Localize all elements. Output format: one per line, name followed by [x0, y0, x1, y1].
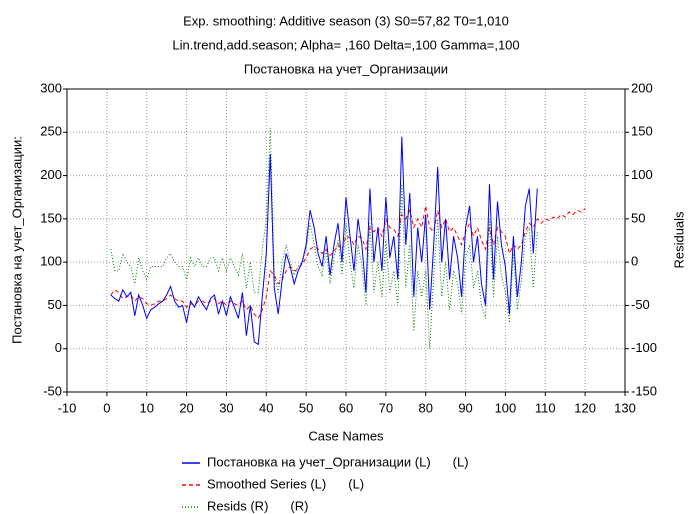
series-line — [110, 136, 538, 346]
x-tick-label: -10 — [58, 400, 77, 415]
chart-subtitle: Lin.trend,add.season; Alpha= ,160 Delta=… — [172, 37, 519, 52]
x-tick-label: 50 — [299, 400, 313, 415]
legend-suffix: (L) — [453, 454, 469, 469]
y-tick-label: 250 — [40, 124, 62, 139]
y2-tick-label: 150 — [631, 124, 653, 139]
x-tick-label: 80 — [418, 400, 432, 415]
x-tick-label: 30 — [219, 400, 233, 415]
y2-tick-label: -100 — [631, 340, 657, 355]
y2-tick-label: -50 — [631, 297, 650, 312]
x-tick-label: 100 — [495, 400, 517, 415]
x-axis-label: Case Names — [308, 428, 384, 443]
legend-suffix: (R) — [290, 498, 308, 513]
y-tick-label: -50 — [43, 383, 62, 398]
y-tick-label: 300 — [40, 80, 62, 95]
x-tick-label: 110 — [535, 400, 556, 415]
chart-subtitle: Постановка на учет_Организации — [244, 61, 448, 76]
x-tick-label: 0 — [103, 400, 110, 415]
legend-label: Smoothed Series (L) — [207, 476, 326, 491]
y2-axis-label: Residuals — [671, 211, 686, 269]
y-tick-label: 200 — [40, 167, 62, 182]
y2-tick-label: 0 — [631, 254, 638, 269]
y2-tick-label: 200 — [631, 80, 653, 95]
legend-suffix: (L) — [348, 476, 364, 491]
series-line — [110, 127, 538, 349]
x-tick-label: 120 — [574, 400, 596, 415]
y2-tick-label: -150 — [631, 383, 657, 398]
series-line — [110, 205, 586, 320]
y2-tick-label: 50 — [631, 210, 645, 225]
y-axis-label: Постановка на учет_Организации: — [9, 136, 24, 344]
x-tick-label: 90 — [458, 400, 472, 415]
y-tick-label: 0 — [55, 340, 62, 355]
y2-tick-label: 100 — [631, 167, 653, 182]
y-tick-label: 100 — [40, 254, 62, 269]
legend-label: Постановка на учет_Организации (L) — [207, 454, 431, 469]
x-tick-label: 130 — [614, 400, 636, 415]
x-tick-label: 20 — [179, 400, 193, 415]
x-tick-label: 70 — [379, 400, 393, 415]
y-tick-label: 150 — [40, 210, 62, 225]
x-tick-label: 10 — [139, 400, 153, 415]
x-tick-label: 40 — [259, 400, 273, 415]
x-tick-label: 60 — [339, 400, 353, 415]
y-tick-label: 50 — [48, 297, 62, 312]
legend-label: Resids (R) — [207, 498, 268, 513]
plot-frame — [66, 88, 626, 393]
chart-title: Exp. smoothing: Additive season (3) S0=5… — [183, 13, 509, 28]
